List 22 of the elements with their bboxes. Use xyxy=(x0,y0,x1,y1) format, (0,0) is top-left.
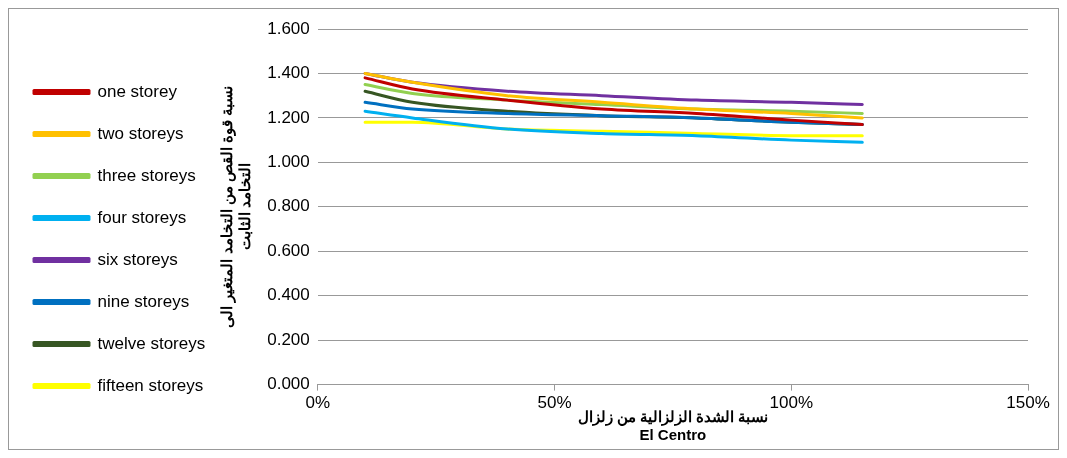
legend-label: one storey xyxy=(97,81,178,101)
y-tick-label: 0.600 xyxy=(267,240,310,260)
y-tick-label: 0.400 xyxy=(267,285,310,305)
y-tick-label: 1.600 xyxy=(267,18,310,38)
legend-label: four storeys xyxy=(97,207,187,227)
x-tick-label: 150% xyxy=(1006,393,1050,413)
y-tick-label: 1.400 xyxy=(267,63,310,83)
y-tick-label: 0.000 xyxy=(267,374,310,394)
legend-label: nine storeys xyxy=(97,291,190,311)
legend-label: six storeys xyxy=(97,249,178,269)
x-tick-label: 100% xyxy=(769,393,813,413)
legend-label: three storeys xyxy=(97,165,196,185)
legend-label: twelve storeys xyxy=(97,333,206,353)
y-tick-label: 1.200 xyxy=(267,107,310,127)
legend-label: two storeys xyxy=(97,123,184,143)
y-tick-label: 0.200 xyxy=(267,329,310,349)
legend-label: fifteen storeys xyxy=(97,375,204,395)
y-tick-label: 1.000 xyxy=(267,152,310,172)
y-axis-title: نسبة قوة القص من التخامد المتغير الى التخامد الثابت xyxy=(218,85,254,328)
x-tick-label: 50% xyxy=(537,393,572,413)
y-tick-label: 0.800 xyxy=(267,196,310,216)
x-tick-label: 0% xyxy=(305,393,331,413)
